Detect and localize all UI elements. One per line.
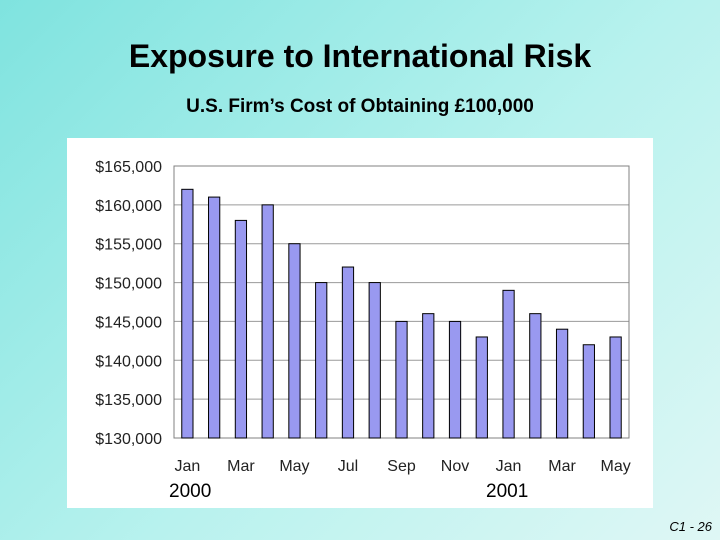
bar (208, 196, 221, 439)
page-number: C1 - 26 (669, 519, 712, 534)
bar (529, 313, 542, 439)
bar (582, 344, 595, 439)
bar (448, 320, 462, 439)
chart-subtitle: U.S. Firm’s Cost of Obtaining £100,000 (186, 96, 534, 117)
bar (341, 266, 355, 439)
y-tick-label: $135,000 (95, 392, 162, 409)
x-tick-label: Jan (174, 458, 200, 475)
bar (315, 282, 328, 439)
y-tick-label: $140,000 (95, 353, 162, 370)
y-tick-label: $155,000 (95, 237, 162, 254)
bar (234, 219, 248, 439)
x-tick-label: May (279, 458, 309, 475)
bar (422, 313, 435, 439)
y-tick-label: $150,000 (95, 276, 162, 293)
bar-chart: $130,000 $135,000 $140,000 $145,000 $150,000… (95, 159, 631, 475)
bar (368, 282, 381, 439)
bar (261, 204, 274, 439)
bar (288, 243, 301, 439)
bar (475, 336, 488, 439)
y-tick-label: $130,000 (95, 431, 162, 448)
x-tick-label: Mar (227, 458, 255, 475)
y-tick-label: $160,000 (95, 198, 162, 215)
bar (555, 328, 569, 439)
year-label-2001: 2001 (486, 481, 529, 502)
x-tick-label: May (601, 458, 631, 475)
bar (502, 289, 515, 439)
x-tick-label: Nov (441, 458, 469, 475)
x-tick-label: Jul (338, 458, 358, 475)
x-tick-label: Mar (548, 458, 576, 475)
x-tick-label: Jan (496, 458, 522, 475)
chart-panel: $130,000 $135,000 $140,000 $145,000 $150,000… (67, 138, 653, 508)
y-tick-label: $145,000 (95, 314, 162, 331)
year-label-2000: 2000 (169, 481, 212, 502)
bar (395, 320, 408, 439)
bar (609, 336, 622, 439)
slide-title: Exposure to International Risk (128, 38, 592, 74)
y-tick-label: $165,000 (95, 159, 162, 176)
bar (181, 188, 194, 439)
x-tick-label: Sep (387, 458, 416, 475)
